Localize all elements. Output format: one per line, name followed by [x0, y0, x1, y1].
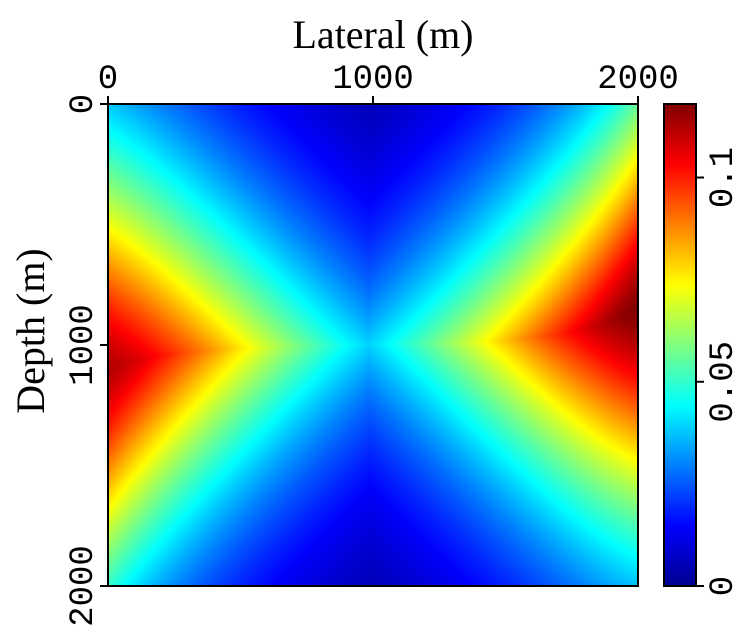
heatmap-area — [108, 104, 638, 586]
x-tick-label: 0 — [98, 61, 118, 99]
colorbar-tick-label: 0 — [705, 576, 743, 596]
x-ticks: 0 1000 2000 — [98, 61, 679, 104]
y-tick-label: 1000 — [65, 304, 103, 386]
x-tick-label: 1000 — [332, 61, 414, 99]
y-axis-label: Depth (m) — [8, 248, 53, 414]
y-tick-label: 2000 — [65, 545, 103, 627]
colorbar — [663, 103, 697, 587]
y-ticks: 0 1000 2000 — [65, 94, 108, 627]
colorbar-tick-label: 0.1 — [705, 147, 743, 208]
heatmap-canvas — [108, 104, 638, 586]
y-tick-label: 0 — [65, 94, 103, 114]
colorbar-tick-label: 0.05 — [705, 341, 743, 423]
x-axis-label: Lateral (m) — [293, 12, 474, 57]
x-tick-label: 2000 — [597, 61, 679, 99]
colorbar-ticks: 0 0.05 0.1 — [696, 147, 743, 596]
